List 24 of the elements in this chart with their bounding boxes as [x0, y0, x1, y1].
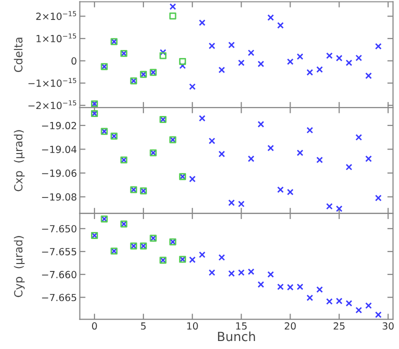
y-tick-label: −7.660 [42, 270, 76, 278]
y-tick-label: −19.08 [42, 193, 76, 201]
y-axis-title: Cdelta [14, 38, 23, 72]
x-tick-label: 25 [334, 322, 345, 330]
x-tick-label: 5 [141, 322, 146, 330]
y-tick-label: −7.665 [42, 294, 76, 302]
x-tick-label: 30 [382, 322, 394, 330]
x-tick-label: 20 [284, 322, 296, 330]
y-axis-title: Cxp (μrad) [14, 130, 25, 192]
x-tick-label: 15 [236, 322, 247, 330]
x-axis-title: Bunch [218, 332, 255, 342]
y-tick-label: −19.02 [42, 122, 76, 130]
y-tick-label: −19.06 [42, 170, 76, 177]
y-tick-label: −7.655 [42, 248, 76, 256]
y-tick-label: −7.650 [42, 225, 76, 232]
y-tick-label: 1×10$^{−15}$ [36, 33, 76, 42]
y-tick-label: −2×10$^{−15}$ [28, 100, 76, 110]
y-tick-label: −19.04 [42, 146, 76, 154]
y-tick-label: 2×10$^{−15}$ [36, 11, 76, 20]
x-tick-label: 0 [92, 322, 97, 330]
x-tick-label: 10 [187, 322, 198, 330]
y-tick-label: 0 [71, 57, 76, 65]
y-axis-title: Cyp (μrad) [14, 236, 25, 298]
y-tick-label: −1×10$^{−15}$ [28, 78, 76, 87]
